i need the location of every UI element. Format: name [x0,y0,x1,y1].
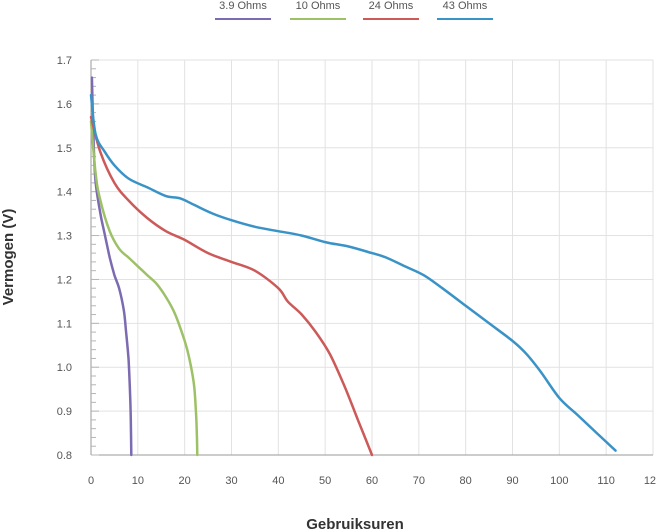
y-axis-title: Vermogen (V) [0,209,17,306]
grid [90,59,654,456]
x-tick-label: 10 [132,475,144,487]
x-tick-label: 90 [506,475,518,487]
series-line-43-ohms [89,93,617,452]
legend-label: 24 Ohms [369,0,414,12]
y-tick-label: 1.5 [57,143,72,155]
y-tick-label: 1.2 [57,274,72,286]
y-tick-label: 1.1 [57,318,72,330]
legend-label: 3.9 Ohms [219,0,267,12]
series-line-24-ohms [89,115,374,457]
y-tick-label: 1.6 [57,99,72,111]
x-tick-label: 20 [179,475,191,487]
series-line-10-ohms [89,120,199,457]
x-tick-label: 110 [597,475,615,487]
series-line-3-9-ohms [90,76,133,457]
legend-label: 43 Ohms [443,0,488,12]
x-tick-label: 80 [460,475,472,487]
x-tick-label: 40 [272,475,284,487]
y-tick-label: 0.9 [57,406,72,418]
y-tick-labels: 0.8 0.9 1.0 1.1 1.2 1.3 1.4 1.5 1.6 1.7 [57,55,72,462]
y-tick-label: 1.3 [57,231,72,243]
series-lines [89,76,617,457]
x-axis-title: Gebruiksuren [306,516,404,532]
x-tick-label: 30 [225,475,237,487]
legend: 3.9 Ohms 10 Ohms 24 Ohms 43 Ohms [215,0,493,20]
x-tick-label: 120 [644,475,656,487]
legend-label: 10 Ohms [296,0,341,12]
x-tick-label: 50 [319,475,331,487]
x-tick-label: 100 [550,475,568,487]
y-tick-label: 1.7 [57,55,72,67]
x-tick-label: 70 [413,475,425,487]
y-tick-label: 0.8 [57,450,72,462]
y-tick-label: 1.0 [57,362,72,374]
x-tick-label: 0 [88,475,94,487]
x-tick-label: 60 [366,475,378,487]
y-tick-label: 1.4 [57,187,72,199]
x-tick-labels: 0 10 20 30 40 50 60 70 80 90 100 110 120 [88,475,656,487]
